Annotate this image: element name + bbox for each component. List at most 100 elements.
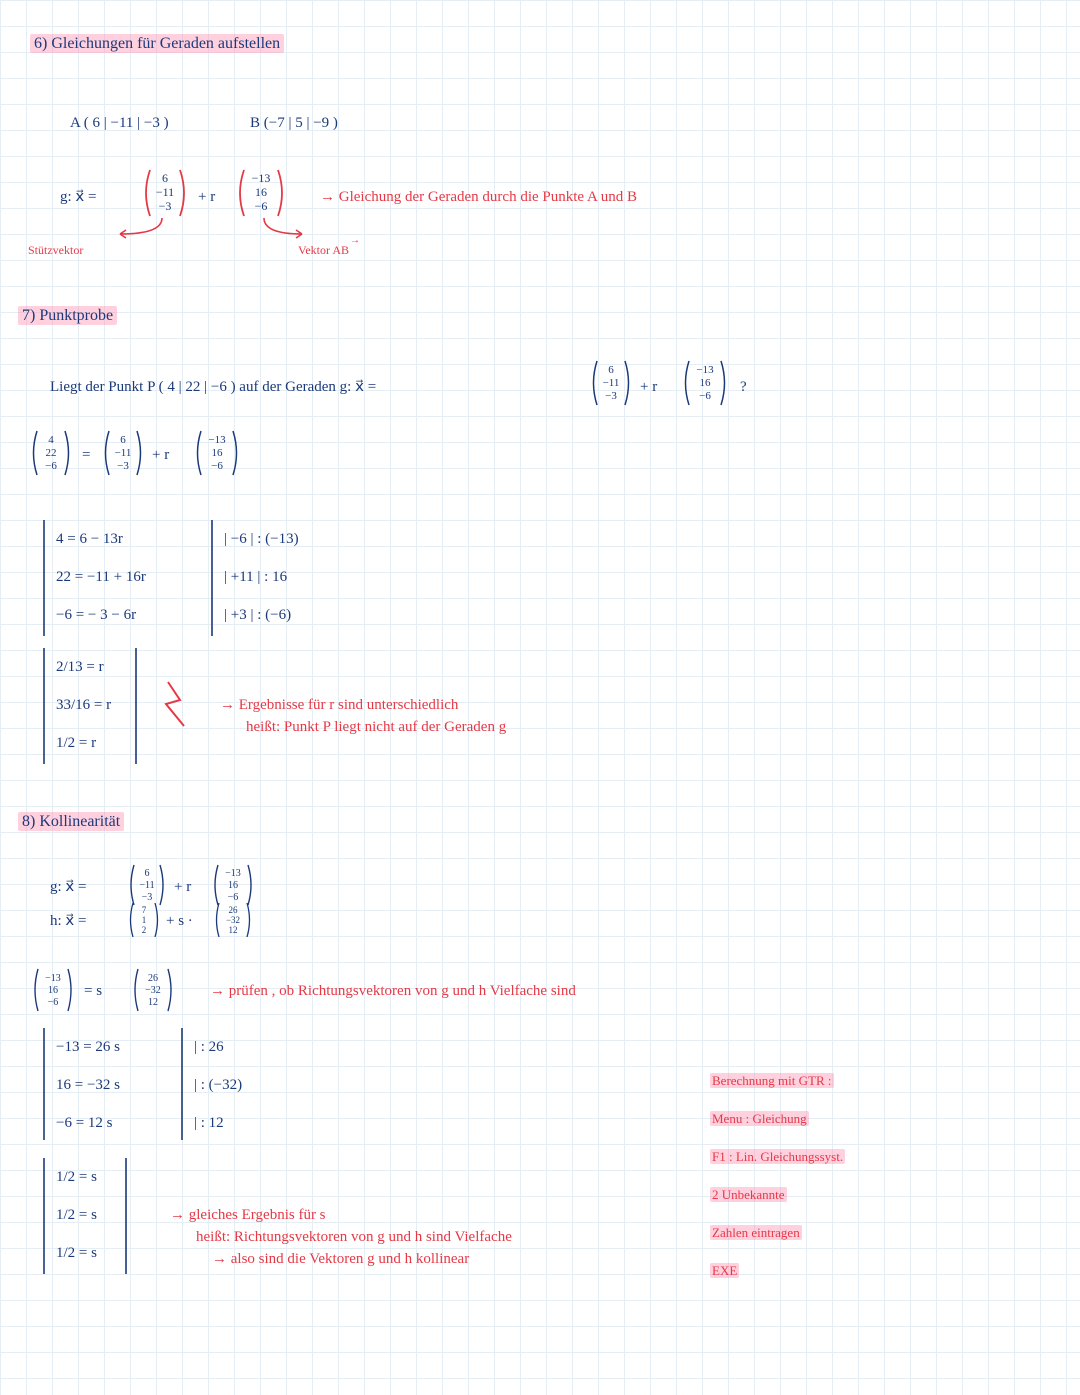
gtr-f1: F1 : Lin. Gleichungssyst.	[710, 1150, 845, 1165]
g-plus-r: + r	[198, 190, 215, 205]
svg-text:12: 12	[148, 997, 158, 1008]
stuetz-label: Stützvektor	[28, 244, 83, 256]
h-plus-s: + s ·	[166, 914, 193, 929]
g2-plus-r: + r	[174, 880, 191, 895]
section-7-title: 7) Punktprobe	[18, 308, 117, 324]
svg-text:26: 26	[229, 905, 239, 915]
svg-text:−3: −3	[605, 390, 617, 402]
s8-note1: → gleiches Ergebnis für s	[170, 1208, 326, 1223]
ab-over: →	[350, 236, 360, 246]
svg-text:7: 7	[142, 905, 147, 915]
h-sup: 7 1 2	[124, 900, 164, 940]
svg-text:−6: −6	[699, 390, 711, 402]
ab-label: Vektor AB	[298, 244, 349, 256]
s8-row1-op: | : 26	[194, 1040, 224, 1055]
gtr-unk: 2 Unbekannte	[710, 1188, 787, 1203]
s7-res3: 1/2 = r	[56, 736, 96, 751]
svg-text:−6: −6	[255, 199, 268, 213]
s7-row2-op: | +11 | : 16	[224, 570, 287, 585]
probe-plus-r: + r	[152, 448, 169, 463]
s7-lightning	[158, 680, 198, 730]
punktprobe-q: Liegt der Punkt P ( 4 | 22 | −6 ) auf de…	[50, 380, 376, 395]
s7-row3-eq: −6 = − 3 − 6r	[56, 608, 136, 623]
point-B: B (−7 | 5 | −9 )	[250, 116, 338, 131]
svg-text:−11: −11	[139, 880, 154, 891]
gtr-title: Berechnung mit GTR :	[710, 1074, 834, 1089]
s7-res2: 33/16 = r	[56, 698, 111, 713]
s7-res1: 2/13 = r	[56, 660, 104, 675]
svg-text:−13: −13	[45, 973, 61, 984]
coll-lhs: −13 16 −6	[28, 966, 78, 1014]
point-A: A ( 6 | −11 | −3 )	[70, 116, 169, 131]
s7-note2: heißt: Punkt P liegt nicht auf der Gerad…	[246, 720, 506, 735]
svg-text:−11: −11	[603, 377, 620, 389]
line-eq-note: → Gleichung der Geraden durch die Punkte…	[320, 190, 637, 205]
gtr-zahlen: Zahlen eintragen	[710, 1226, 802, 1241]
s8-res1: 1/2 = s	[56, 1170, 97, 1185]
svg-text:16: 16	[700, 377, 712, 389]
svg-text:−13: −13	[696, 364, 714, 376]
svg-text:22: 22	[46, 447, 57, 459]
g-prefix: g: x⃗ =	[60, 190, 97, 205]
gtr-exe: EXE	[710, 1264, 739, 1279]
svg-text:6: 6	[608, 364, 614, 376]
svg-text:6: 6	[120, 434, 126, 446]
svg-text:26: 26	[148, 973, 158, 984]
h-prefix: h: x⃗ =	[50, 914, 87, 929]
s8-note2: heißt: Richtungsvektoren von g und h sin…	[196, 1230, 512, 1245]
svg-text:−6: −6	[48, 997, 59, 1008]
s7-row1-eq: 4 = 6 − 13r	[56, 532, 123, 547]
svg-text:2: 2	[142, 925, 147, 935]
gtr-menu: Menu : Gleichung	[710, 1112, 809, 1127]
svg-text:1: 1	[142, 915, 147, 925]
svg-text:−6: −6	[211, 460, 223, 472]
svg-text:12: 12	[229, 925, 238, 935]
s8-row1-eq: −13 = 26 s	[56, 1040, 120, 1055]
svg-text:−32: −32	[145, 985, 161, 996]
coll-rhs: 26 −32 12	[128, 966, 178, 1014]
svg-text:−32: −32	[226, 915, 240, 925]
probe-eq-sign: =	[82, 448, 90, 463]
svg-text:−13: −13	[225, 868, 241, 879]
s8-row2-eq: 16 = −32 s	[56, 1078, 120, 1093]
svg-text:16: 16	[212, 447, 224, 459]
svg-text:−13: −13	[208, 434, 226, 446]
section-8-title: 8) Kollinearität	[18, 814, 124, 830]
g-dir-vector: −13 16 −6	[232, 166, 290, 220]
s7-row1-op: | −6 | : (−13)	[224, 532, 299, 547]
stuetz-arrow	[90, 216, 180, 250]
q-mark: ?	[740, 380, 747, 395]
svg-text:16: 16	[255, 185, 267, 199]
h-dir: 26 −32 12	[210, 900, 256, 940]
svg-text:−13: −13	[252, 171, 271, 185]
s7-row2-eq: 22 = −11 + 16r	[56, 570, 146, 585]
q-sup-vec: 6 −11 −3	[586, 358, 636, 408]
s7-note1: → Ergebnisse für r sind unterschiedlich	[220, 698, 458, 713]
s8-note3: → also sind die Vektoren g und h kolline…	[212, 1252, 469, 1267]
svg-text:−6: −6	[45, 460, 57, 472]
g2-prefix: g: x⃗ =	[50, 880, 87, 895]
svg-text:−3: −3	[117, 460, 129, 472]
s8-row3-op: | : 12	[194, 1116, 224, 1131]
coll-eq-s: = s	[84, 984, 102, 999]
svg-text:4: 4	[48, 434, 54, 446]
svg-text:16: 16	[228, 880, 238, 891]
svg-text:6: 6	[162, 171, 168, 185]
g-support-vector: 6 −11 −3	[138, 166, 192, 220]
q-plus-r: + r	[640, 380, 657, 395]
coll-check-note: → prüfen , ob Richtungsvektoren von g un…	[210, 984, 576, 999]
s8-row2-op: | : (−32)	[194, 1078, 242, 1093]
probe-sup-vec: 6 −11 −3	[98, 428, 148, 478]
q-dir-vec: −13 16 −6	[678, 358, 732, 408]
probe-lhs-vec: 4 22 −6	[26, 428, 76, 478]
svg-text:−11: −11	[156, 185, 174, 199]
s8-row3-eq: −6 = 12 s	[56, 1116, 113, 1131]
svg-text:16: 16	[48, 985, 58, 996]
s8-res3: 1/2 = s	[56, 1246, 97, 1261]
s7-row3-op: | +3 | : (−6)	[224, 608, 291, 623]
probe-dir-vec: −13 16 −6	[190, 428, 244, 478]
svg-text:6: 6	[145, 868, 150, 879]
svg-text:−3: −3	[159, 199, 172, 213]
svg-text:−11: −11	[115, 447, 132, 459]
section-6-title: 6) Gleichungen für Geraden aufstellen	[30, 36, 284, 52]
